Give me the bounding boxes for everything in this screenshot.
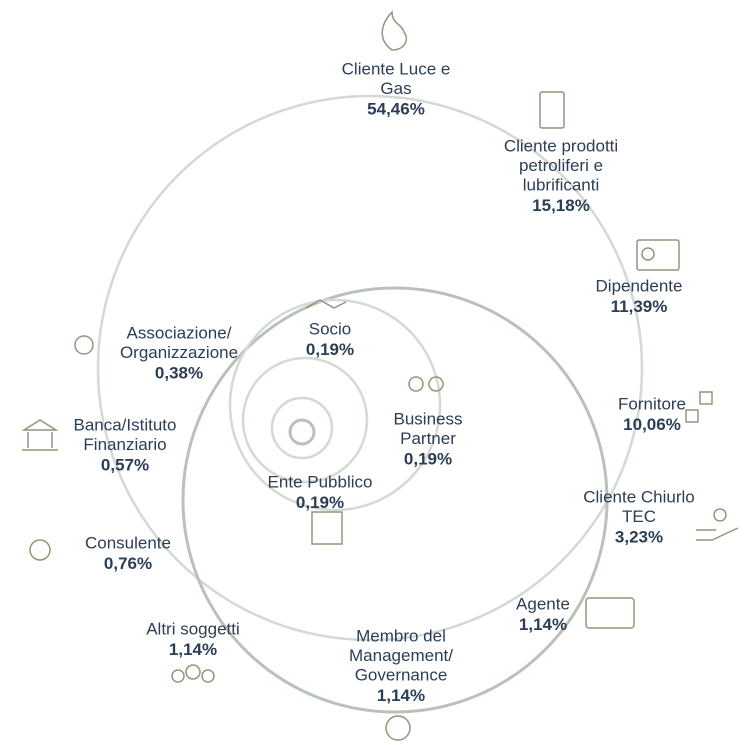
item-label: Partner — [400, 429, 456, 448]
item-label: Management/ — [349, 646, 453, 665]
item-label: Cliente Chiurlo — [583, 487, 695, 506]
item-label: Fornitore — [618, 394, 686, 413]
item-label: Business — [394, 409, 463, 428]
briefcase-icon — [585, 597, 635, 629]
ring — [241, 356, 369, 484]
item-label: lubrificanti — [523, 175, 600, 194]
item-value: 0,76% — [104, 554, 152, 573]
item-label: Agente — [516, 594, 570, 613]
partner-icon — [428, 376, 444, 392]
item-label: Consulente — [85, 533, 171, 552]
people-icon — [185, 664, 201, 680]
item-label: Membro del — [356, 626, 446, 645]
item-label: TEC — [622, 507, 656, 526]
partner-icon — [408, 376, 424, 392]
hand-icon — [696, 527, 739, 541]
item-label: Socio — [309, 319, 352, 338]
item-label: Finanziario — [83, 435, 166, 454]
supplier-icon — [685, 409, 699, 423]
item-label: Governance — [355, 665, 448, 684]
item-label: Cliente prodotti — [504, 136, 618, 155]
item-label: petroliferi e — [519, 156, 603, 175]
flame-icon — [381, 10, 408, 51]
barrel-icon — [539, 91, 565, 129]
item-value: 11,39% — [611, 297, 668, 316]
item-value: 54,46% — [367, 99, 425, 118]
item-label: Associazione/ — [127, 323, 232, 342]
item-value: 1,14% — [377, 686, 425, 705]
people-icon — [171, 669, 185, 683]
item-label: Ente Pubblico — [268, 472, 373, 491]
item-value: 10,06% — [623, 415, 681, 434]
ring — [181, 286, 609, 714]
handshake-icon — [305, 299, 347, 309]
association-icon — [74, 335, 94, 355]
item-value: 0,38% — [155, 363, 203, 382]
item-value: 15,18% — [532, 196, 590, 215]
ring — [288, 418, 316, 446]
item-value: 1,14% — [519, 615, 567, 634]
item-label: Cliente Luce e — [342, 59, 451, 78]
ring — [270, 396, 334, 460]
outer-ring — [96, 94, 644, 642]
people-icon — [201, 669, 215, 683]
item-value: 0,19% — [404, 449, 452, 468]
consultant-icon — [29, 539, 51, 561]
item-value: 0,57% — [101, 455, 149, 474]
item-value: 3,23% — [615, 527, 663, 546]
ring — [228, 298, 442, 512]
item-label: Altri soggetti — [146, 619, 240, 638]
item-label: Organizzazione — [120, 343, 238, 362]
supplier-icon — [699, 391, 713, 405]
item-label: Banca/Istituto — [73, 415, 176, 434]
item-value: 0,19% — [296, 493, 344, 512]
badge-icon — [636, 239, 680, 271]
item-label: Dipendente — [596, 276, 683, 295]
icons — [21, 10, 739, 741]
spiral — [96, 94, 644, 714]
item-value: 1,14% — [169, 640, 217, 659]
item-value: 0,19% — [306, 340, 354, 359]
hand-icon — [713, 508, 727, 522]
item-label: Gas — [380, 79, 411, 98]
badge-icon — [641, 247, 655, 261]
governance-icon — [385, 715, 411, 741]
building-icon — [311, 511, 343, 545]
bank-icon — [21, 419, 59, 451]
